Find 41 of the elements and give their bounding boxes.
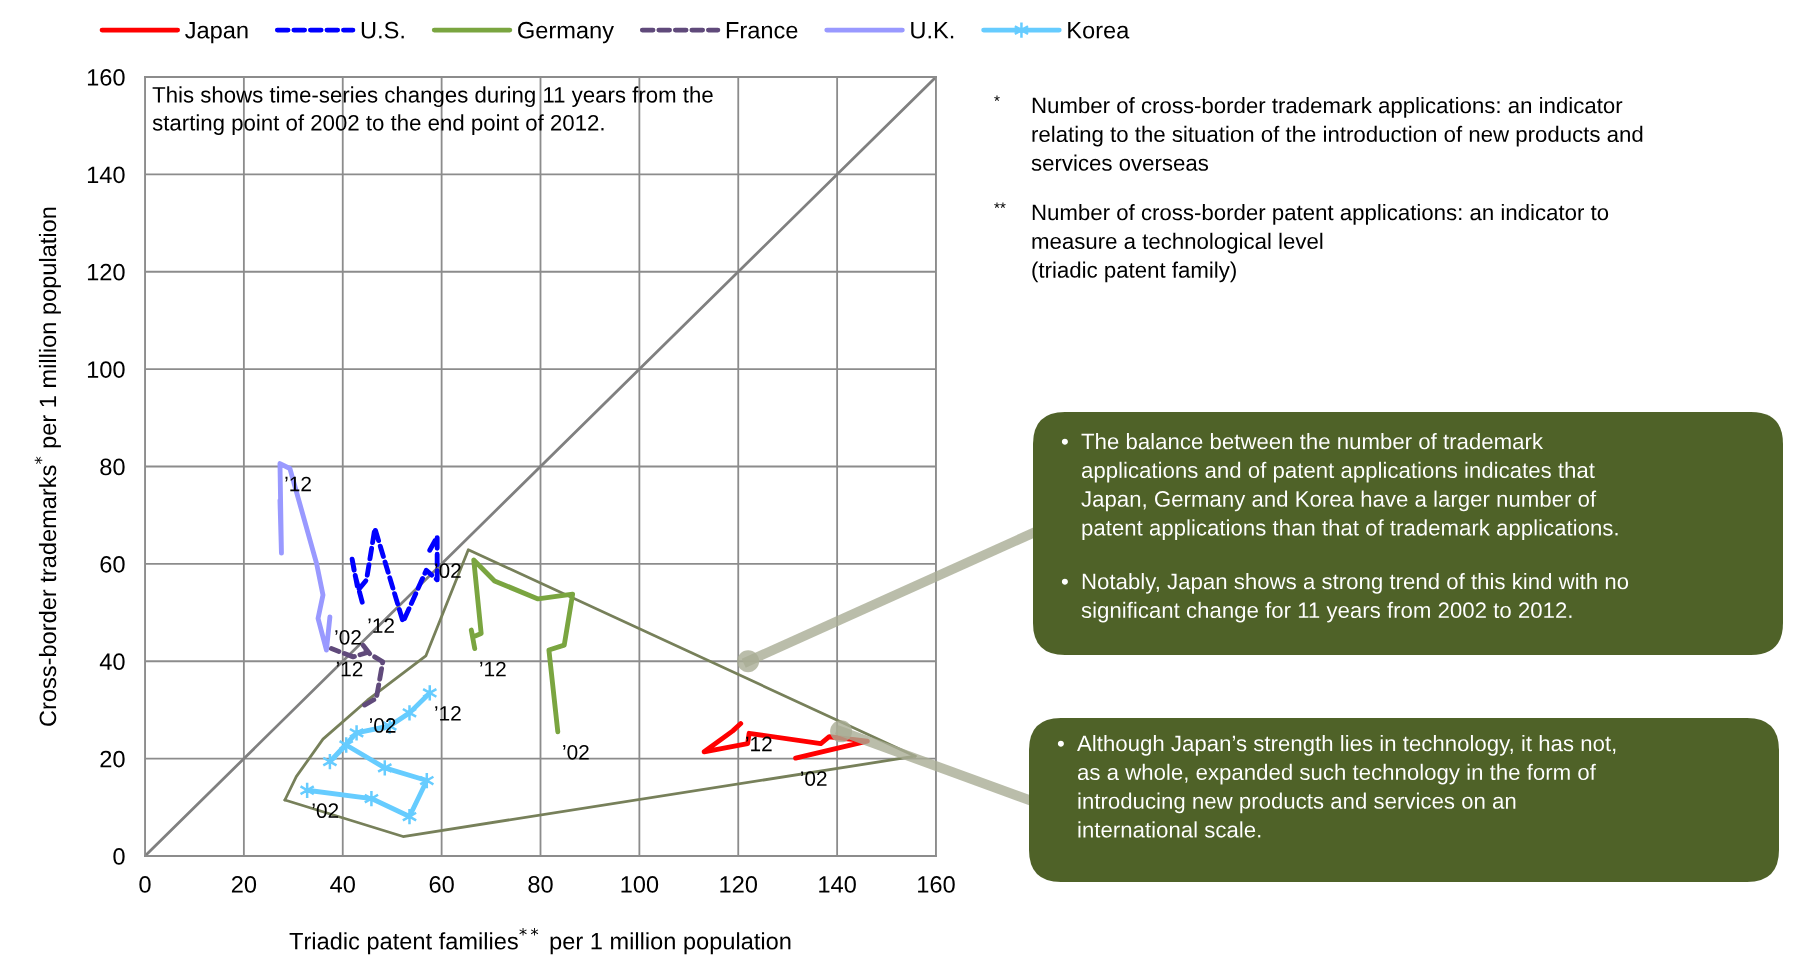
y-axis-title: Cross-border trademarks$^{*}$ per 1 million population xyxy=(34,207,61,726)
legend-label: Korea xyxy=(1068,22,1130,39)
annotation: ’02 xyxy=(563,744,589,760)
annotation: ’12 xyxy=(368,618,394,633)
text: ** Number of cross-border patent applications: an indicator to measure a technological level (triadic patent family) xyxy=(994,202,1609,283)
x-tick-label: 100 xyxy=(621,876,659,893)
y-tick-label: 140 xyxy=(87,166,125,184)
x-tick-label: 0 xyxy=(139,876,151,893)
y-tick-label: 20 xyxy=(100,750,125,768)
x-tick-label: 140 xyxy=(819,876,856,893)
y-tick-label: 100 xyxy=(87,361,125,378)
y-tick-label: 120 xyxy=(87,263,125,281)
y-tick-label: 60 xyxy=(100,555,125,573)
annotation: ’12 xyxy=(285,476,311,492)
text: • Although Japan’s strength lies in technology, it has not, as a whole, expanded such technology in the form of introducing new products and services on an international scale. xyxy=(1057,735,1616,838)
x-tick-label: 120 xyxy=(720,876,758,893)
annotation: This shows time-series changes during 11 years from the starting point of 2002 to the end point of 2012. xyxy=(152,86,713,136)
annotation: ’12 xyxy=(746,736,772,752)
legend-label: France xyxy=(726,22,798,39)
text: * Number of cross-border trademark applications: an indicator relating to the situation of the introduction of new products and services overseas xyxy=(994,95,1643,171)
legend-label: Germany xyxy=(518,21,614,44)
x-tick-label: 40 xyxy=(330,876,355,893)
x-tick-label: 160 xyxy=(918,876,955,893)
legend-label: Japan xyxy=(185,22,248,44)
y-tick-label: 160 xyxy=(87,69,125,86)
y-tick-label: 0 xyxy=(113,848,125,865)
y-tick-label: 40 xyxy=(99,653,125,671)
annotation: ’02 xyxy=(801,771,827,786)
y-tick-label: 80 xyxy=(100,458,125,476)
annotation: ’02 xyxy=(335,629,361,645)
x-axis-title: Triadic patent families$^{**}$ per 1 million population xyxy=(289,928,791,955)
text: • Notably, Japan shows a strong trend of this kind with no significant change for 11 years from 2002 to 2012. xyxy=(1061,573,1629,623)
annotation: ’12 xyxy=(336,661,363,677)
x-tick-label: 20 xyxy=(231,876,257,893)
x-tick-label: 60 xyxy=(429,876,454,893)
text: • The balance between the number of trademark applications and of patent applications indicates that Japan, Germany and Korea have a larger number of patent applications than that of trademark applications. xyxy=(1061,433,1618,541)
legend-label: U.K. xyxy=(911,22,954,39)
annotation: ’12 xyxy=(435,705,461,721)
legend-label: U.S. xyxy=(361,21,404,39)
annotation: ’12 xyxy=(480,661,506,677)
x-tick-label: 80 xyxy=(528,876,553,893)
